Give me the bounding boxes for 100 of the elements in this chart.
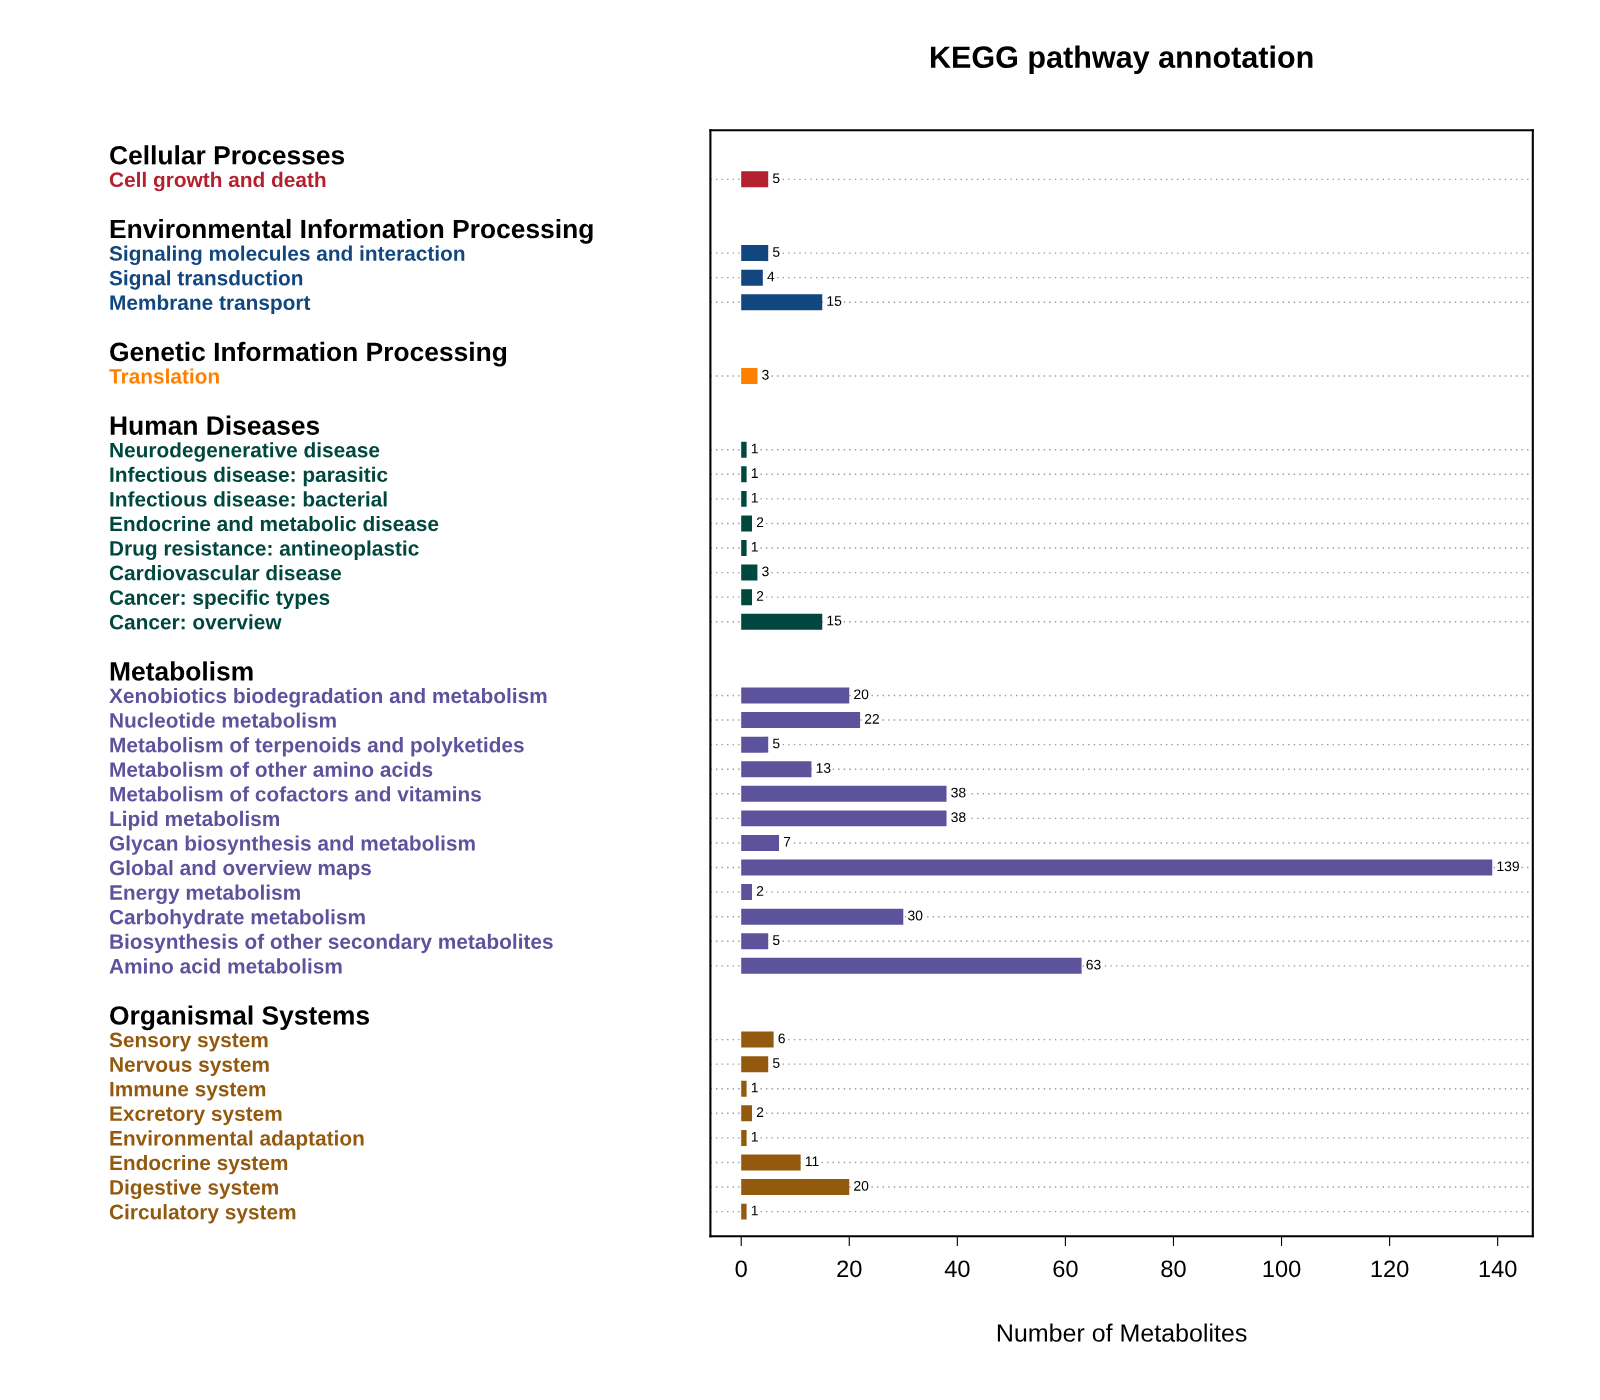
data-label: 22 bbox=[864, 713, 879, 724]
chart-title: KEGG pathway annotation bbox=[930, 45, 1313, 75]
x-axis-title: Number of Metabolites bbox=[997, 1323, 1247, 1342]
y-tick-label: Neurodegenerative disease bbox=[110, 442, 380, 462]
y-tick-label: Lipid metabolism bbox=[110, 810, 280, 831]
data-label: 5 bbox=[772, 738, 780, 749]
data-label: 6 bbox=[778, 1033, 785, 1044]
x-tick-label: 100 bbox=[1263, 1260, 1301, 1278]
bar bbox=[741, 933, 769, 950]
y-tick-label: Immune system bbox=[110, 1081, 266, 1101]
y-tick-label: Cardiovascular disease bbox=[109, 565, 342, 581]
bar bbox=[741, 859, 1493, 876]
y-tick-label: Endocrine system bbox=[110, 1154, 288, 1175]
y-tick-label: Environmental Information Processing bbox=[110, 218, 593, 244]
y-tick-label: Cell growth and death bbox=[109, 171, 326, 192]
data-label: 30 bbox=[908, 910, 923, 921]
y-tick-label: Cancer: specific types bbox=[109, 589, 330, 610]
x-tick-label: 40 bbox=[944, 1260, 970, 1278]
x-tick-label: 80 bbox=[1161, 1260, 1186, 1278]
data-label: 13 bbox=[816, 763, 831, 773]
y-tick-label: Endocrine and metabolic disease bbox=[110, 515, 439, 532]
bar bbox=[741, 540, 747, 557]
y-tick-label: Membrane transport bbox=[110, 294, 311, 315]
data-label: 20 bbox=[854, 689, 869, 700]
y-tick-label: Translation bbox=[109, 368, 219, 384]
y-tick-label: Energy metabolism bbox=[110, 884, 300, 905]
y-tick-label: Excretory system bbox=[110, 1106, 282, 1126]
bar bbox=[741, 515, 753, 532]
x-tick-label: 140 bbox=[1479, 1260, 1517, 1278]
data-label: 3 bbox=[762, 566, 769, 577]
y-tick-label: Environmental adaptation bbox=[110, 1130, 364, 1150]
data-label: 1 bbox=[751, 443, 758, 454]
y-tick-label: Metabolism of other amino acids bbox=[110, 761, 433, 777]
data-label: 2 bbox=[756, 886, 764, 896]
data-label: 11 bbox=[805, 1156, 819, 1167]
data-label: 1 bbox=[751, 542, 758, 552]
data-label: 20 bbox=[854, 1180, 869, 1191]
bar bbox=[741, 1056, 769, 1073]
bar bbox=[741, 245, 769, 262]
y-tick-label: Human Diseases bbox=[110, 415, 320, 435]
bar bbox=[741, 613, 823, 630]
bar bbox=[741, 367, 758, 384]
bar bbox=[741, 908, 904, 925]
bar bbox=[741, 466, 747, 483]
y-tick-label: Nucleotide metabolism bbox=[110, 712, 336, 728]
x-tick-label: 120 bbox=[1371, 1260, 1409, 1278]
y-tick-label: Global and overview maps bbox=[109, 859, 371, 880]
data-label: 38 bbox=[951, 812, 966, 823]
data-label: 5 bbox=[772, 1058, 780, 1068]
bar bbox=[741, 490, 747, 507]
data-label: 38 bbox=[951, 787, 966, 798]
y-tick-label: Biosynthesis of other secondary metabolites bbox=[110, 933, 553, 954]
y-tick-label: Signal transduction bbox=[109, 270, 303, 290]
bar bbox=[741, 441, 747, 458]
bar bbox=[741, 712, 861, 729]
y-tick-label: Xenobiotics biodegradation and metabolism bbox=[109, 687, 547, 708]
y-tick-label: Signaling molecules and interaction bbox=[109, 245, 465, 266]
x-tick-label: 0 bbox=[735, 1260, 747, 1278]
y-tick-label: Cancer: overview bbox=[109, 614, 282, 630]
y-tick-label: Circulatory system bbox=[109, 1204, 296, 1224]
bar bbox=[741, 171, 769, 188]
y-tick-label: Metabolism bbox=[110, 661, 253, 681]
bar bbox=[741, 1129, 747, 1146]
data-label: 1 bbox=[751, 492, 758, 503]
bar bbox=[741, 834, 780, 851]
data-label: 3 bbox=[762, 369, 769, 380]
bar bbox=[741, 269, 763, 286]
x-tick-label: 60 bbox=[1053, 1260, 1078, 1278]
data-label: 5 bbox=[772, 935, 780, 945]
data-label: 1 bbox=[751, 468, 758, 478]
data-label: 63 bbox=[1086, 959, 1101, 970]
bar bbox=[741, 736, 769, 753]
data-label: 2 bbox=[756, 1107, 764, 1117]
y-tick-label: Infectious disease: bacterial bbox=[110, 491, 387, 507]
y-tick-label: Genetic Information Processing bbox=[110, 341, 507, 367]
data-label: 1 bbox=[751, 1205, 758, 1216]
bar bbox=[741, 761, 812, 778]
x-tick-label: 20 bbox=[837, 1260, 862, 1278]
y-tick-label: Infectious disease: parasitic bbox=[110, 466, 388, 487]
y-tick-label: Glycan biosynthesis and metabolism bbox=[109, 835, 475, 855]
bar bbox=[741, 810, 947, 827]
y-tick-label: Metabolism of cofactors and vitamins bbox=[110, 786, 481, 802]
bar bbox=[741, 1203, 747, 1220]
y-tick-label: Amino acid metabolism bbox=[109, 958, 342, 974]
y-tick-label: Carbohydrate metabolism bbox=[109, 909, 365, 929]
bar bbox=[741, 1080, 747, 1097]
data-label: 5 bbox=[772, 173, 780, 184]
y-tick-label: Metabolism of terpenoids and polyketides bbox=[110, 737, 524, 757]
data-label: 15 bbox=[827, 296, 842, 306]
y-tick-label: Digestive system bbox=[110, 1179, 278, 1200]
y-tick-label: Sensory system bbox=[109, 1032, 268, 1052]
data-label: 139 bbox=[1497, 861, 1519, 872]
bar bbox=[741, 957, 1082, 974]
data-label: 2 bbox=[756, 517, 764, 528]
data-label: 1 bbox=[751, 1082, 758, 1093]
y-tick-label: Cellular Processes bbox=[110, 145, 345, 165]
y-tick-label: Organismal Systems bbox=[110, 1005, 370, 1031]
bar bbox=[741, 884, 753, 901]
data-label: 4 bbox=[767, 271, 775, 282]
bar bbox=[741, 687, 850, 704]
